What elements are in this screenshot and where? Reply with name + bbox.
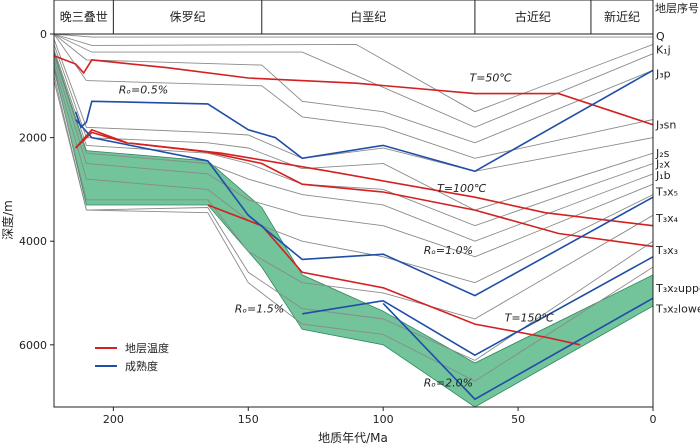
burial-line: [53, 33, 653, 38]
annotations-layer: Rₒ=0.5% T=50℃ T=100℃ Rₒ=1.0% Rₒ=1.5% T=150℃ Rₒ…: [119, 72, 555, 390]
series-line: [75, 128, 654, 227]
burial-line: [53, 75, 654, 361]
layer-label: J₁b: [655, 169, 671, 182]
x-tick-label: 200: [103, 413, 124, 426]
maturity-band-edge: [53, 67, 654, 408]
period-label: 新近纪: [604, 9, 640, 24]
period-label: 白垩纪: [350, 9, 386, 24]
y-tick-label: 6000: [19, 339, 47, 352]
series-line: [53, 55, 654, 126]
period-header: 晚三叠世 侏罗纪 白垩纪 古近纪 新近纪: [53, 0, 654, 35]
layer-label: T₃x₃: [655, 244, 678, 257]
layer-label: J₂s: [655, 147, 670, 160]
annotation-label: T=100℃: [437, 182, 487, 195]
x-tick-label: 50: [511, 413, 525, 426]
burial-line: [53, 64, 654, 284]
layer-label: J₂x: [655, 158, 671, 171]
period-label: 侏罗纪: [170, 10, 206, 24]
burial-line: [53, 44, 654, 211]
burial-line: [53, 33, 654, 159]
x-tick-label: 0: [650, 413, 657, 426]
layer-label: J₃sn: [655, 119, 676, 132]
y-tick-label: 2000: [19, 132, 47, 145]
annotation-label: T=50℃: [470, 72, 513, 85]
layer-label: T₃x₂lower: [655, 303, 700, 316]
series-line: [74, 69, 654, 173]
maturity-band: [54, 52, 653, 407]
layer-label: K₁j: [656, 44, 671, 57]
burial-line: [53, 80, 654, 382]
annotation-label: Rₒ=1.0%: [424, 244, 473, 257]
burial-line: [53, 54, 654, 242]
layer-label: T₃x₂upper: [655, 282, 700, 295]
layer-label: T₃x₄: [655, 212, 679, 225]
x-axis-label: 地质年代/Ma: [318, 431, 388, 445]
burial-line: [53, 33, 654, 144]
annotation-label: Rₒ=0.5%: [119, 84, 168, 97]
y-axis-label: 深度/m: [0, 200, 15, 240]
annotation-label: Rₒ=2.0%: [424, 376, 473, 389]
layer-label: Q: [656, 30, 665, 43]
burial-line: [53, 39, 654, 172]
series-line: [302, 256, 654, 357]
burial-line: [53, 70, 654, 320]
burial-line: [53, 33, 654, 128]
series-line: [75, 131, 654, 248]
series-layer: [53, 55, 654, 401]
layer-label: T₃x₅: [655, 186, 678, 199]
layer-header: 地层序号: [655, 1, 699, 15]
x-tick-label: 150: [238, 413, 259, 426]
annotation-label: Rₒ=1.5%: [235, 303, 284, 316]
burial-lines-layer: [53, 33, 654, 382]
series-line: [382, 297, 654, 401]
annotation-label: T=150℃: [505, 312, 555, 325]
x-tick-label: 100: [373, 413, 394, 426]
legend-label: 成熟度: [125, 359, 158, 373]
period-label: 晚三叠世: [60, 10, 108, 24]
series-line: [75, 118, 654, 297]
maturity-band-edge: [53, 51, 654, 364]
burial-line: [53, 59, 654, 258]
y-tick-label: 0: [40, 28, 47, 41]
legend-label: 地层温度: [125, 341, 169, 355]
period-label: 古近纪: [515, 9, 551, 24]
axes-layer: 200 150 100 50 0 0 2000 4000 6000: [19, 28, 657, 426]
burial-line: [53, 49, 654, 227]
maturity-band-layer: [53, 51, 654, 408]
burial-line: [53, 33, 654, 113]
period-header-box: [53, 0, 654, 35]
layer-label: J₃p: [655, 67, 671, 80]
y-tick-label: 4000: [19, 235, 47, 248]
